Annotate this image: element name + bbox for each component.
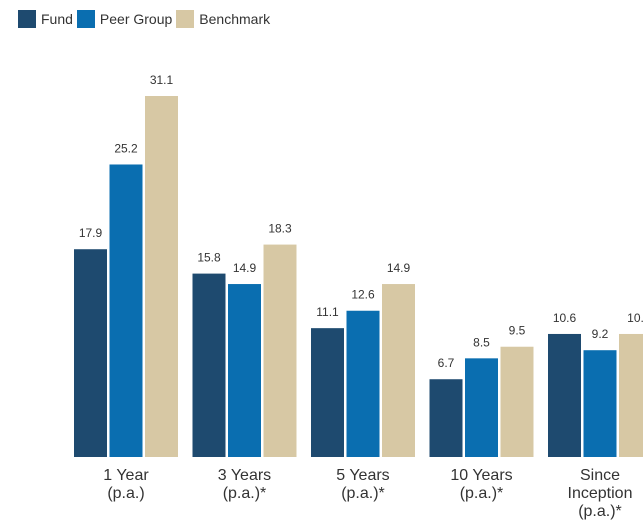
value-label-peer-group-3: 12.6 [351,288,375,302]
category-label-3: 5 Years [336,467,389,484]
bar-benchmark-4 [500,346,534,457]
bar-benchmark-5 [619,333,643,457]
value-label-fund-5: 10.6 [553,311,577,325]
legend-swatch-benchmark [176,10,195,28]
bar-benchmark-1 [145,96,178,457]
value-label-benchmark-3: 14.9 [387,261,411,275]
legend-swatch-peer-group [76,10,95,28]
legend-label-benchmark: Benchmark [199,11,271,27]
legend-label-peer-group: Peer Group [99,11,173,27]
category-label-5: (p.a.)* [578,503,622,520]
bar-fund-5 [548,333,581,457]
value-label-peer-group-2: 14.9 [233,261,257,275]
bar-fund-3 [311,328,344,457]
value-label-fund-4: 6.7 [438,356,455,370]
bar-peer-group-5 [583,350,617,457]
category-label-5: Inception [568,485,633,502]
category-label-4: (p.a.)* [460,485,504,502]
bar-peer-group-3 [346,310,380,457]
legend-item-peer-group: Peer Group [76,10,173,28]
category-label-4: 10 Years [450,467,512,484]
legend-item-benchmark: Benchmark [176,10,270,28]
bar-benchmark-2 [263,244,297,457]
category-label-3: (p.a.)* [341,485,385,502]
category-label-2: 3 Years [218,467,271,484]
bar-fund-1 [74,249,107,457]
legend-swatch-fund [18,10,36,28]
category-label-1: 1 Year [103,467,149,484]
bar-fund-4 [429,379,463,457]
bar-peer-group-4 [465,358,498,457]
bar-fund-2 [192,273,226,457]
value-label-peer-group-1: 25.2 [114,141,138,155]
chart-legend: Fund Peer Group Benchmark [18,10,274,28]
value-label-fund-3: 11.1 [316,305,339,319]
legend-item-fund: Fund [18,10,73,28]
legend-label-fund: Fund [41,11,73,27]
value-label-benchmark-5: 10. [627,311,643,325]
value-label-fund-1: 17.9 [79,226,103,240]
value-label-peer-group-4: 8.5 [473,335,490,349]
category-label-2: (p.a.)* [223,485,267,502]
bar-benchmark-3 [382,284,415,457]
category-label-5: Since [580,467,620,484]
value-label-benchmark-2: 18.3 [268,222,292,236]
category-label-1: (p.a.) [107,485,144,502]
bar-peer-group-2 [228,284,261,457]
value-label-fund-2: 15.8 [197,251,221,265]
value-label-peer-group-5: 9.2 [592,327,609,341]
value-label-benchmark-4: 9.5 [509,324,526,338]
bar-peer-group-1 [109,164,143,457]
value-label-benchmark-1: 31.1 [150,73,174,87]
